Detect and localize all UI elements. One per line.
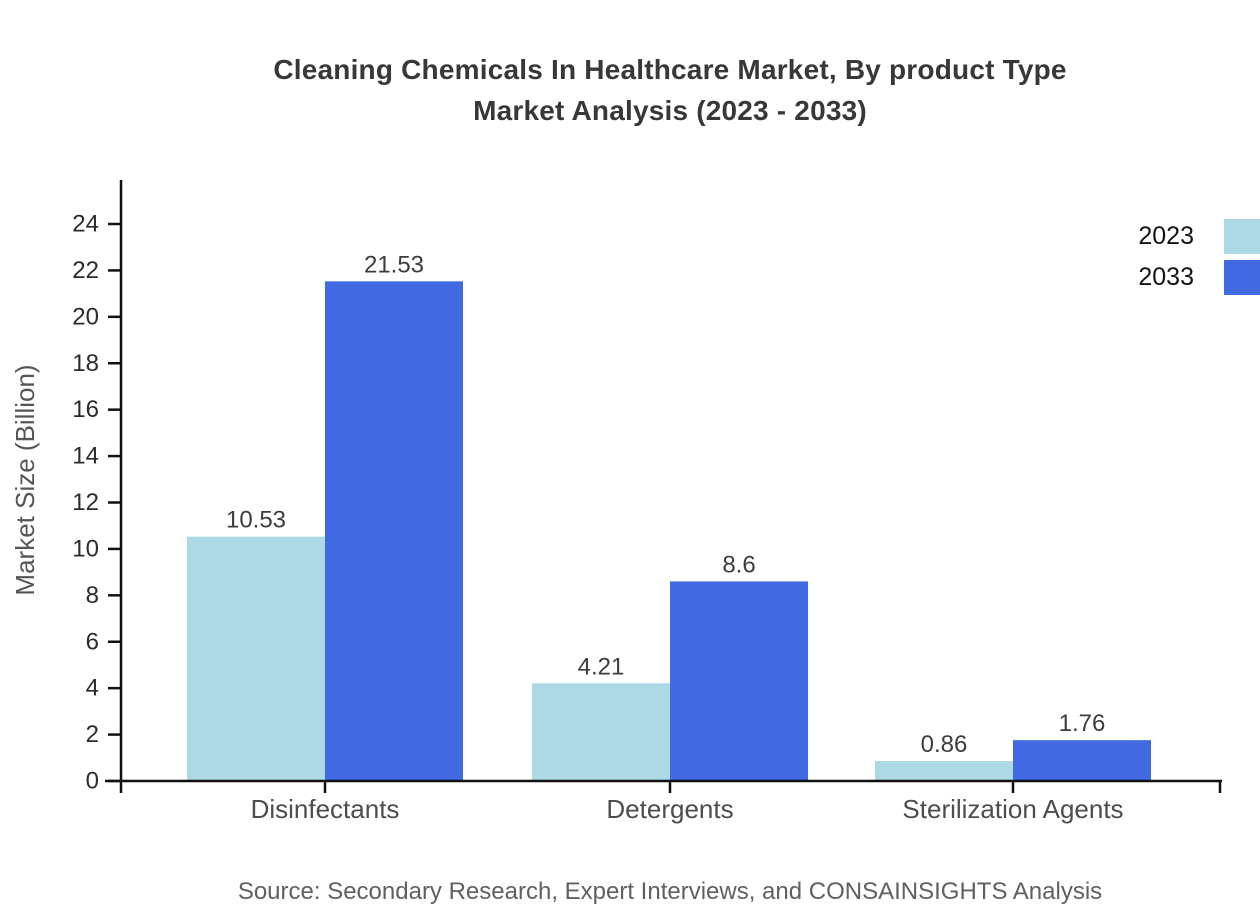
y-tick-label-24: 24 [72,211,99,238]
legend-label-2033: 2033 [1138,263,1194,291]
y-tick-label-4: 4 [86,675,99,702]
bar-2033-sterilization-agents [1013,740,1151,781]
value-label-2033-disinfectants: 21.53 [364,251,424,278]
y-tick-label-2: 2 [86,721,99,748]
legend-swatch-2033 [1224,260,1260,295]
y-tick-label-8: 8 [86,582,99,609]
bar-2033-disinfectants [325,281,463,781]
legend: 2023 2033 [1138,219,1260,301]
y-axis-title: Market Size (Billion) [10,364,40,595]
y-tick-label-20: 20 [72,303,99,330]
value-label-2023-disinfectants: 10.53 [226,507,286,534]
bar-2033-detergents [670,581,808,781]
y-tick-label-6: 6 [86,628,99,655]
category-label-detergents: Detergents [606,794,733,824]
bar-2023-sterilization-agents [875,761,1013,781]
legend-label-2023: 2023 [1138,222,1194,250]
legend-row-2023: 2023 [1138,219,1260,254]
chart-title: Cleaning Chemicals In Healthcare Market,… [80,49,1260,131]
y-tick-label-0: 0 [86,768,99,795]
value-label-2023-sterilization-agents: 0.86 [921,731,968,758]
value-label-2033-detergents: 8.6 [722,551,755,578]
y-tick-label-12: 12 [72,489,99,516]
chart-title-line1: Cleaning Chemicals In Healthcare Market,… [273,54,1067,85]
y-tick-label-14: 14 [72,443,99,470]
source-note: Source: Secondary Research, Expert Inter… [237,878,1103,905]
bar-2023-detergents [532,683,670,781]
y-tick-label-18: 18 [72,350,99,377]
chart-title-line2: Market Analysis (2023 - 2033) [473,95,867,126]
category-label-disinfectants: Disinfectants [251,794,400,824]
bar-2023-disinfectants [187,536,325,781]
value-label-2033-sterilization-agents: 1.76 [1059,710,1106,737]
value-label-2023-detergents: 4.21 [578,653,625,680]
y-tick-label-10: 10 [72,535,99,562]
category-label-sterilization-agents: Sterilization Agents [902,794,1123,824]
legend-swatch-2023 [1224,219,1260,254]
legend-row-2033: 2033 [1138,260,1260,295]
y-tick-label-22: 22 [72,257,99,284]
y-tick-label-16: 16 [72,396,99,423]
